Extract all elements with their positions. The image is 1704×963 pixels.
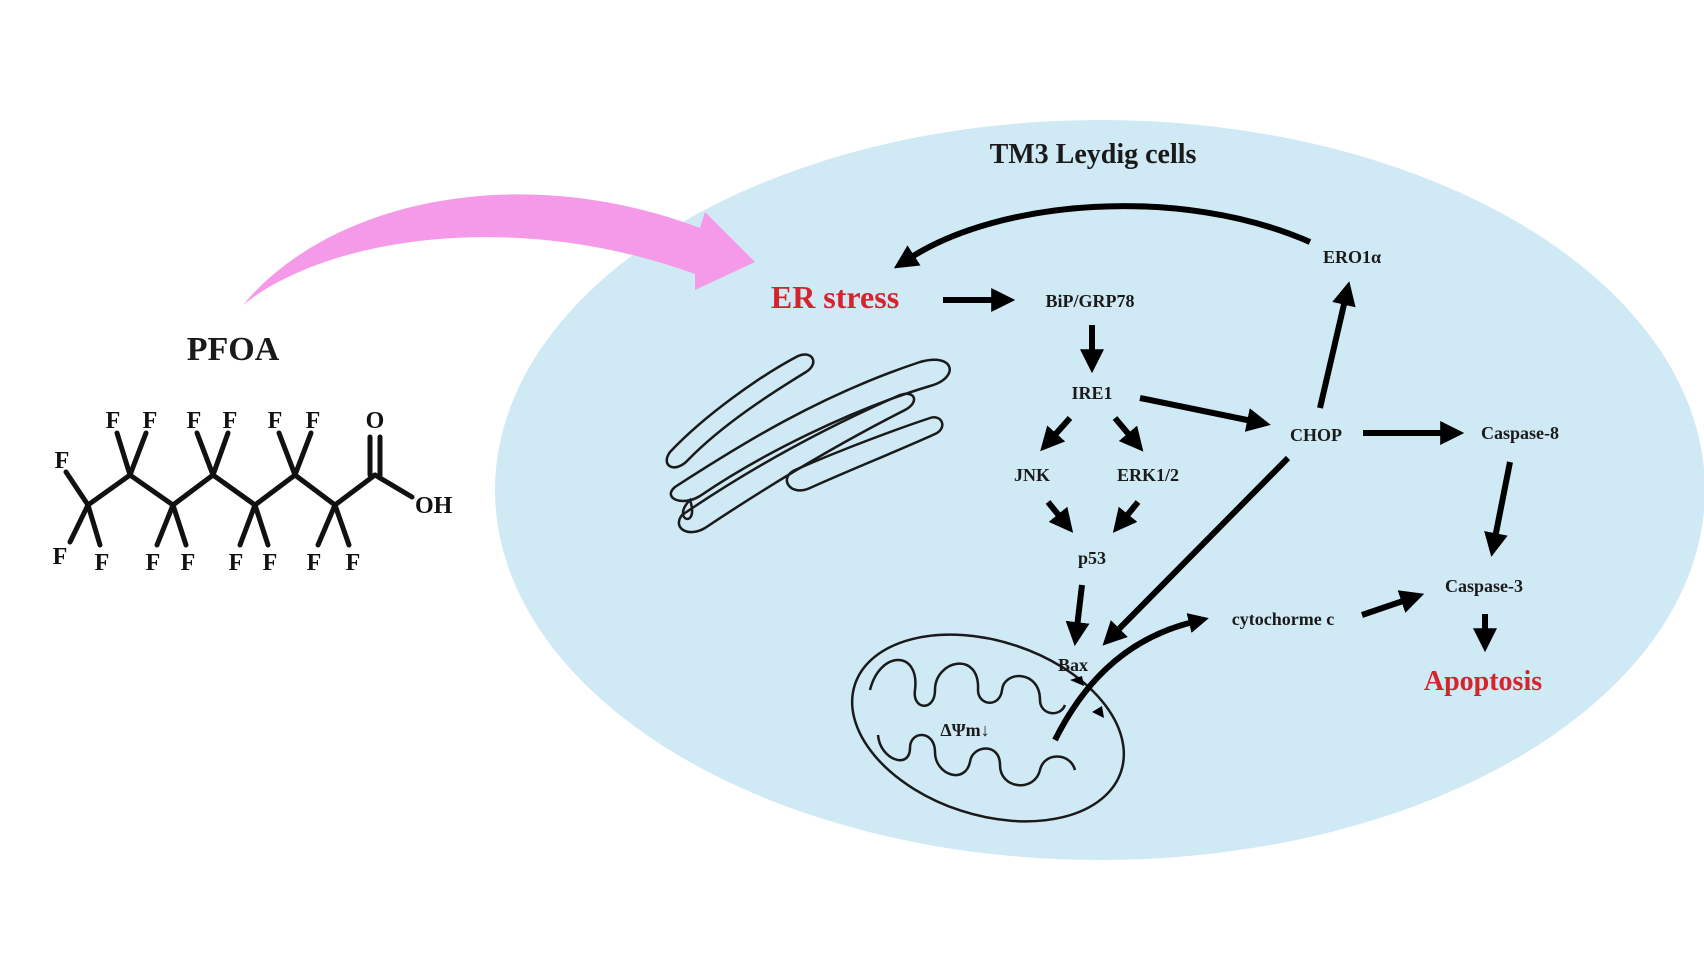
cf-bond bbox=[154, 502, 176, 548]
arrow-ire1-to-chop bbox=[1139, 395, 1271, 432]
membrane-mark bbox=[1092, 706, 1104, 718]
exposure-arrow bbox=[243, 194, 755, 305]
node-ero1a: ERO1α bbox=[1323, 247, 1381, 267]
fluorine-atom: F bbox=[346, 550, 361, 576]
fluorine-atom: F bbox=[181, 550, 196, 576]
arrow-cytochrome-to-caspase3 bbox=[1361, 590, 1425, 618]
carboxyl-bond bbox=[372, 472, 415, 500]
fluorine-atom: F bbox=[55, 448, 70, 474]
er-organelle bbox=[665, 353, 951, 534]
fluorine-atom: F bbox=[263, 550, 278, 576]
cell-body bbox=[495, 120, 1704, 860]
node-chop: CHOP bbox=[1290, 425, 1342, 445]
fluorine-atom: F bbox=[306, 408, 321, 434]
arrow-chop-to-ero1a bbox=[1317, 281, 1356, 409]
cf-bond bbox=[85, 502, 103, 548]
oxygen-atom: O bbox=[366, 408, 385, 434]
arrow-caspase8-to-caspase3 bbox=[1484, 461, 1513, 557]
mitochondrion-outer bbox=[850, 633, 1126, 823]
pfoa-label: PFOA bbox=[187, 331, 280, 368]
arrow-mito-to-cytochrome bbox=[1052, 613, 1209, 742]
cf-bond bbox=[67, 502, 91, 545]
fluorine-atom: F bbox=[95, 550, 110, 576]
fluorine-atom: F bbox=[229, 550, 244, 576]
node-cytochrome-c: cytochorme c bbox=[1232, 609, 1334, 629]
arrow-jnk-to-p53 bbox=[1045, 500, 1074, 533]
fluorine-atom: F bbox=[143, 408, 158, 434]
mitochondrion: ΔΨm↓ bbox=[850, 633, 1126, 823]
membrane-potential-label: ΔΨm↓ bbox=[940, 720, 989, 740]
bax-membrane-mark bbox=[1070, 676, 1084, 686]
fluorine-atom: F bbox=[223, 408, 238, 434]
cf-bond bbox=[170, 502, 189, 548]
fluorine-atom: F bbox=[53, 544, 68, 570]
carbon-chain bbox=[85, 471, 378, 509]
arrow-ero1a-to-er-stress bbox=[893, 203, 1312, 269]
fluorine-atom: F bbox=[268, 408, 283, 434]
arrow-erk-to-p53 bbox=[1112, 500, 1141, 533]
node-bip-grp78: BiP/GRP78 bbox=[1046, 291, 1135, 311]
node-erk: ERK1/2 bbox=[1117, 465, 1179, 485]
node-caspase8: Caspase-8 bbox=[1481, 423, 1559, 443]
cf-bond bbox=[127, 430, 149, 478]
cf-bond bbox=[63, 469, 91, 508]
node-er-stress: ER stress bbox=[771, 279, 899, 315]
cf-bond bbox=[315, 502, 338, 548]
node-p53: p53 bbox=[1078, 548, 1106, 568]
cf-bond bbox=[276, 430, 298, 478]
node-bax: Bax bbox=[1058, 655, 1088, 675]
node-caspase3: Caspase-3 bbox=[1445, 576, 1523, 596]
cf-bond bbox=[332, 502, 352, 548]
cf-bond bbox=[114, 430, 133, 478]
arrow-chop-to-bax bbox=[1102, 455, 1291, 646]
node-apoptosis: Apoptosis bbox=[1424, 666, 1542, 697]
arrow-ire1-to-erk bbox=[1112, 416, 1144, 452]
cell-title: TM3 Leydig cells bbox=[990, 139, 1197, 170]
cf-bond bbox=[292, 430, 314, 478]
cf-bond bbox=[210, 430, 231, 478]
cf-bond bbox=[252, 502, 271, 548]
hydroxyl-group: OH bbox=[415, 493, 453, 519]
mitochondrion-cristae bbox=[868, 658, 1077, 787]
arrow-ire1-to-jnk bbox=[1040, 415, 1073, 452]
fluorine-atom: F bbox=[146, 550, 161, 576]
fluorine-atom: F bbox=[307, 550, 322, 576]
er-cisterna bbox=[681, 497, 694, 520]
fluorine-atom: F bbox=[187, 408, 202, 434]
cf-bond bbox=[237, 502, 258, 548]
cf-bond bbox=[194, 430, 216, 478]
er-cisterna bbox=[677, 392, 916, 534]
node-jnk: JNK bbox=[1014, 465, 1050, 485]
er-cisterna bbox=[665, 353, 815, 469]
er-cisterna bbox=[669, 358, 951, 503]
node-ire1: IRE1 bbox=[1071, 383, 1112, 403]
arrow-p53-to-bax bbox=[1065, 584, 1090, 647]
pfoa-structure: PFOA F F F F F F F F bbox=[53, 331, 453, 576]
fluorine-atom: F bbox=[106, 408, 121, 434]
er-cisterna bbox=[785, 416, 944, 492]
